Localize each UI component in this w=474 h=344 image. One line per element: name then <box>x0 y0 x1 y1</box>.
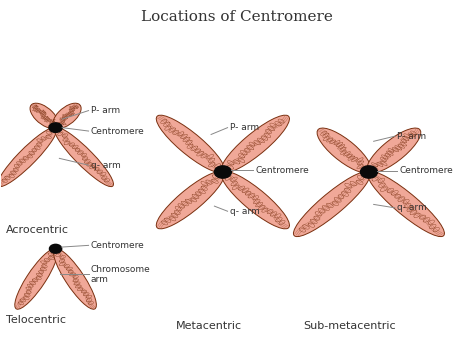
Text: Sub-metacentric: Sub-metacentric <box>303 321 396 331</box>
Circle shape <box>49 123 62 132</box>
Ellipse shape <box>368 171 445 237</box>
Text: Centromere: Centromere <box>91 127 145 136</box>
Text: Metacentric: Metacentric <box>176 321 242 331</box>
Text: Telocentric: Telocentric <box>6 315 66 325</box>
Ellipse shape <box>156 171 224 229</box>
Text: P- arm: P- arm <box>91 106 120 115</box>
Text: P- arm: P- arm <box>397 132 426 141</box>
Text: Centromere: Centromere <box>256 166 310 175</box>
Ellipse shape <box>156 115 224 173</box>
Text: Chromosome
arm: Chromosome arm <box>91 265 151 284</box>
Ellipse shape <box>54 249 96 309</box>
Ellipse shape <box>53 103 81 128</box>
Ellipse shape <box>55 127 113 187</box>
Ellipse shape <box>0 127 57 187</box>
Ellipse shape <box>221 115 290 173</box>
Text: Acrocentric: Acrocentric <box>6 225 69 235</box>
Ellipse shape <box>30 103 58 128</box>
Circle shape <box>49 244 62 253</box>
Ellipse shape <box>317 128 371 173</box>
Ellipse shape <box>293 171 370 237</box>
Ellipse shape <box>15 249 57 309</box>
Ellipse shape <box>221 171 290 229</box>
Circle shape <box>360 166 377 178</box>
Text: Locations of Centromere: Locations of Centromere <box>141 10 333 24</box>
Circle shape <box>214 166 231 178</box>
Text: P- arm: P- arm <box>230 123 259 132</box>
Text: q- arm: q- arm <box>397 203 427 212</box>
Text: Centromere: Centromere <box>91 241 145 250</box>
Text: q- arm: q- arm <box>230 207 260 216</box>
Text: Centromere: Centromere <box>400 166 453 175</box>
Ellipse shape <box>367 128 421 173</box>
Text: q- arm: q- arm <box>91 161 121 170</box>
